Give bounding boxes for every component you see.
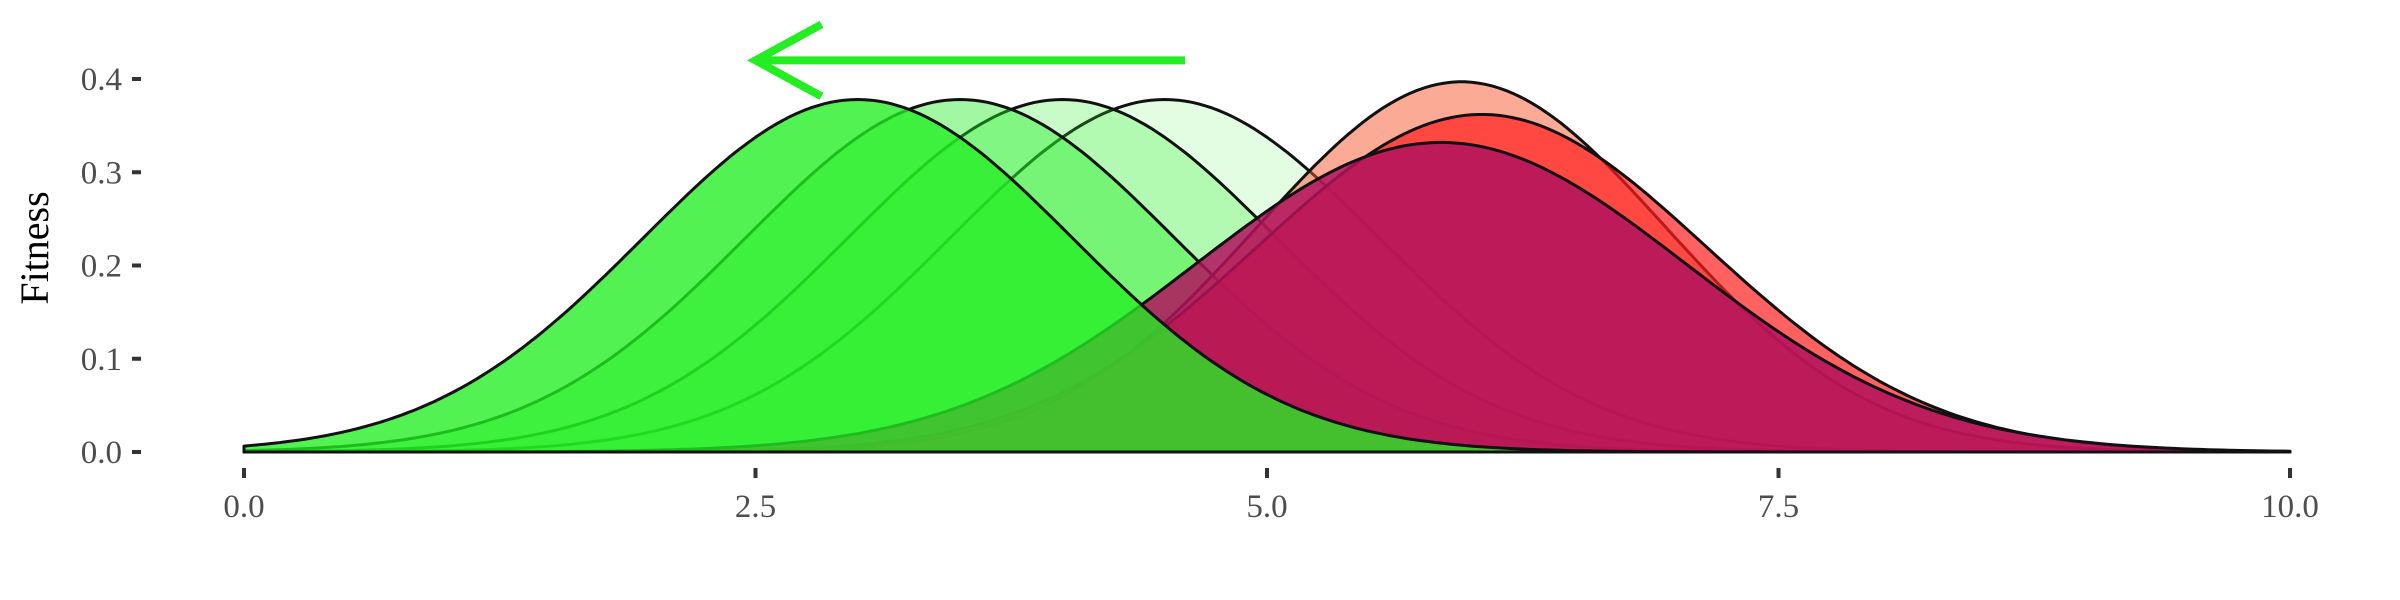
x-tick-label: 0.0 (223, 489, 264, 525)
arrow-head (747, 20, 824, 100)
shift-arrow (747, 20, 1186, 100)
y-tick-label: 0.3 (81, 155, 122, 191)
y-tick-label: 0.1 (81, 342, 122, 378)
y-tick-label: 0.0 (81, 435, 122, 471)
x-tick-label: 2.5 (735, 489, 776, 525)
x-tick-label: 7.5 (1758, 489, 1799, 525)
x-tick-label: 10.0 (2261, 489, 2319, 525)
density-curves (242, 80, 2292, 454)
y-axis-title: Fitness (12, 191, 57, 304)
green-density-curve-7 (242, 98, 2292, 454)
x-tick-label: 5.0 (1246, 489, 1287, 525)
y-tick-label: 0.2 (81, 249, 122, 285)
x-axis: 0.0 2.5 5.0 7.5 10.0 (223, 468, 2319, 525)
y-axis: 0.0 0.1 0.2 0.3 0.4 (81, 62, 141, 471)
y-tick-label: 0.4 (81, 62, 122, 98)
